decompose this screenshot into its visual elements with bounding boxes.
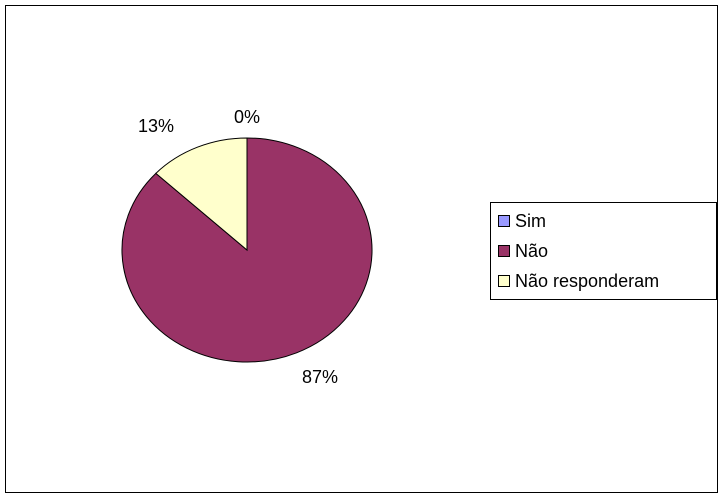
legend-label-nao-responderam: Não responderam (515, 270, 660, 291)
pie-slices (121, 137, 373, 363)
legend-item-sim: Sim (498, 206, 716, 236)
data-label-nao-responderam: 13% (138, 116, 174, 136)
pie-labels: 0% 87% 13% (138, 107, 338, 387)
data-label-nao: 87% (302, 367, 338, 387)
legend-item-nao: Não (498, 236, 716, 266)
legend-swatch-sim (498, 215, 510, 227)
legend-swatch-nao (498, 245, 510, 257)
data-label-sim: 0% (234, 107, 260, 127)
legend-swatch-nao-responderam (498, 275, 510, 287)
pie-slice-nao-responderam (155, 137, 248, 252)
pie-slice-nao (121, 137, 373, 363)
legend-label-nao: Não (515, 240, 549, 261)
legend-item-nao-responderam: Não responderam (498, 266, 716, 296)
legend: Sim Não Não responderam (490, 202, 717, 300)
legend-label-sim: Sim (515, 210, 546, 231)
